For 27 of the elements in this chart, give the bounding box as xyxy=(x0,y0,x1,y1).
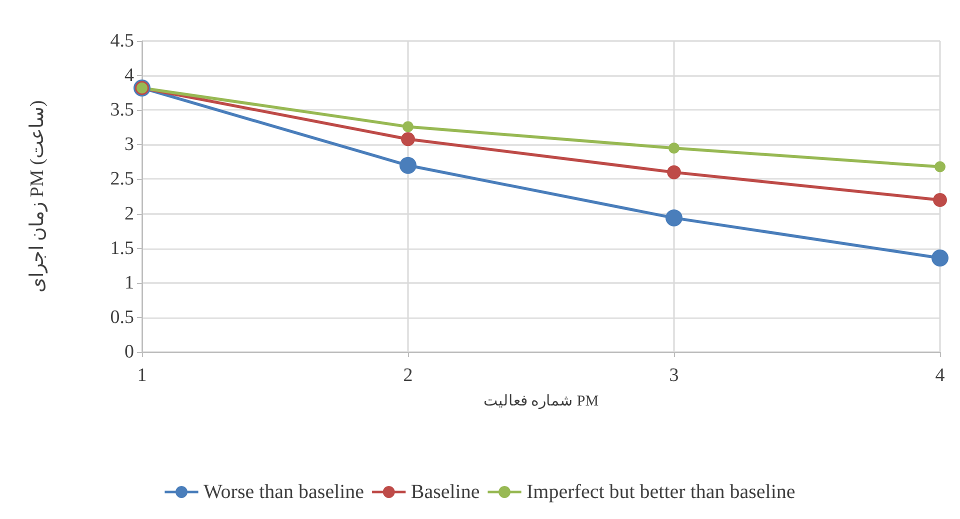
y-tick-label: 2 xyxy=(124,203,134,224)
point xyxy=(402,121,414,132)
legend-label: Worse than baseline xyxy=(204,481,364,503)
point xyxy=(666,209,682,226)
point xyxy=(401,132,415,146)
y-tick-label: 3.5 xyxy=(110,100,134,121)
x-axis-title: شماره فعالیت PM xyxy=(483,394,599,410)
y-tick-label: 4.5 xyxy=(110,30,134,52)
point xyxy=(668,142,680,154)
point xyxy=(934,161,946,172)
y-tick-label: 1.5 xyxy=(110,238,134,259)
y-tick-label: 0.5 xyxy=(110,306,134,328)
x-tick-label: 4 xyxy=(935,365,946,386)
y-axis-title: زمان اجرای PM (ساعت) xyxy=(27,100,48,293)
y-tick-label: 2.5 xyxy=(110,168,134,190)
y-tick-label: 3 xyxy=(124,134,134,156)
point xyxy=(932,250,948,267)
y-tick-label: 0 xyxy=(124,342,134,362)
y-tick-label: 4 xyxy=(124,65,134,86)
point xyxy=(667,165,681,180)
point xyxy=(933,192,947,207)
x-tick-label: 2 xyxy=(403,365,413,386)
y-tick-label: 1 xyxy=(124,272,134,294)
point xyxy=(400,156,416,174)
legend-label: Baseline xyxy=(410,481,480,503)
legend-label: Imperfect but better than baseline xyxy=(526,481,796,503)
x-tick-label: 3 xyxy=(669,365,679,386)
